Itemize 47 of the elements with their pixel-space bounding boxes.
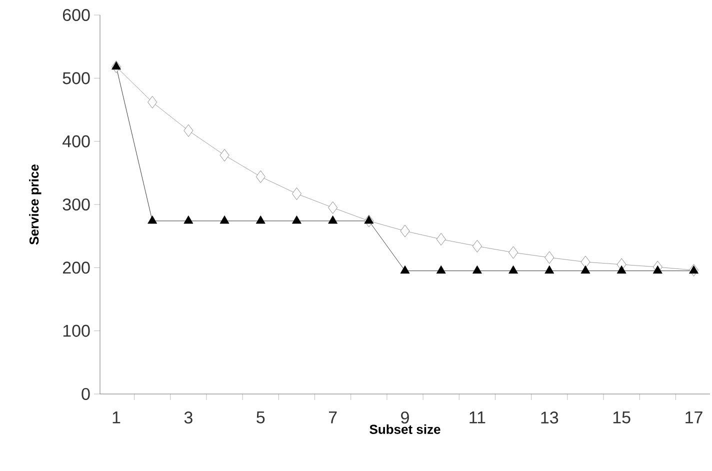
x-tick-label: 15 [613,412,630,424]
point [184,124,194,137]
point [544,265,554,274]
point [544,251,554,264]
point [328,216,338,224]
point [292,188,302,200]
y-tick-label: 200 [62,262,90,274]
point [220,149,230,162]
point [292,216,302,224]
point [364,216,374,224]
x-tick-label: 3 [184,412,192,424]
point [472,240,482,252]
point [436,233,446,246]
x-tick-label: 13 [541,412,558,424]
point [184,216,194,224]
y-axis-title: Service price [29,164,42,245]
y-tick-label: 400 [62,135,90,148]
point [112,61,121,70]
point [328,201,338,214]
point [689,265,698,274]
point [220,216,230,224]
point [652,265,662,274]
point [508,265,518,274]
x-tick-label: 9 [401,412,409,424]
point [256,216,266,224]
point [508,246,518,259]
y-tick-label: 600 [62,8,90,22]
x-tick-label: 5 [256,412,265,424]
x-tick-label: 11 [470,412,486,424]
point [436,265,446,274]
point [400,224,410,238]
x-tick-label: 7 [328,412,337,424]
point [616,265,626,274]
point [580,265,590,274]
y-tick-label: 100 [63,324,90,337]
point [472,265,482,274]
y-tick-label: 0 [82,388,90,400]
point [580,256,590,268]
x-axis-title: Subset size [370,424,440,434]
point [148,216,158,224]
y-tick-label: 300 [62,198,90,211]
x-tick-label: 1 [112,412,120,424]
point [256,170,266,183]
point [148,96,158,108]
y-tick-label: 500 [62,72,90,84]
x-tick-label: 17 [686,412,702,424]
point [400,265,410,274]
